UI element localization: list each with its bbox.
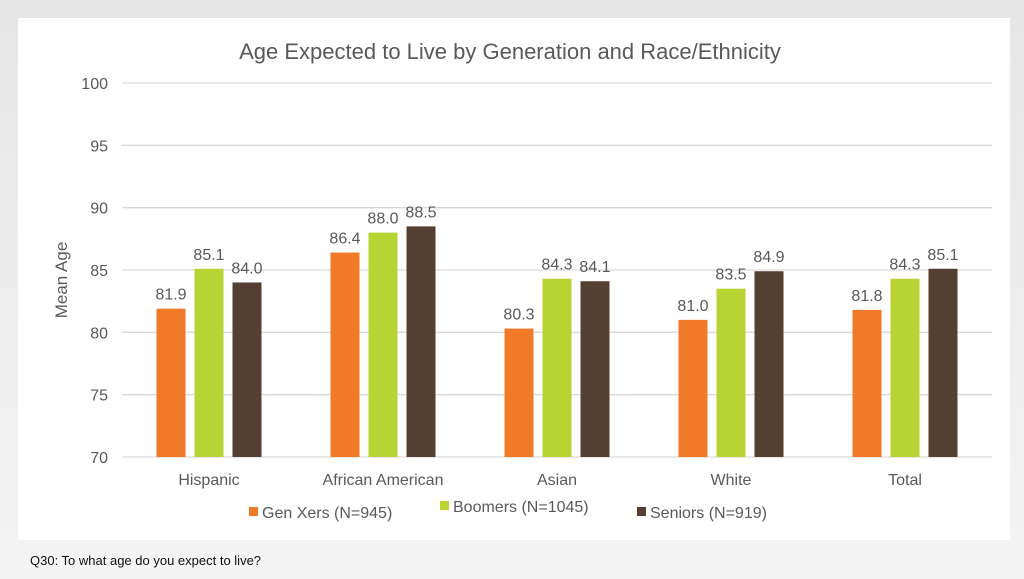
legend-item: Gen Xers (N=945) — [249, 505, 392, 522]
bar — [330, 252, 360, 457]
chart-title: Age Expected to Live by Generation and R… — [239, 39, 781, 64]
y-axis-ticks: 70 75 80 85 90 95 100 — [81, 76, 108, 467]
bar — [928, 268, 958, 457]
legend-swatch — [440, 501, 449, 510]
data-label: 84.3 — [889, 257, 920, 274]
legend-item: Seniors (N=919) — [637, 505, 767, 522]
y-axis-label: Mean Age — [52, 242, 71, 319]
y-tick-label: 70 — [90, 450, 108, 467]
x-tick-label: White — [711, 472, 752, 489]
y-tick-label: 100 — [81, 76, 108, 93]
bar — [232, 282, 262, 457]
y-tick-label: 80 — [90, 325, 108, 342]
legend-label: Gen Xers (N=945) — [262, 505, 392, 522]
data-label: 86.4 — [329, 231, 360, 248]
y-tick-label: 95 — [90, 138, 108, 155]
x-axis-ticks: Hispanic African American Asian White Total — [178, 472, 922, 489]
bar — [542, 278, 572, 457]
legend-swatch — [249, 507, 258, 516]
bar — [852, 309, 882, 457]
data-label: 85.1 — [927, 247, 958, 264]
y-tick-label: 75 — [90, 388, 108, 405]
bar — [194, 268, 224, 457]
data-label: 84.3 — [541, 257, 572, 274]
bar — [368, 232, 398, 457]
bar — [678, 319, 708, 457]
legend-item: Boomers (N=1045) — [440, 499, 589, 516]
legend-label: Seniors (N=919) — [650, 505, 767, 522]
data-label: 84.9 — [753, 249, 784, 266]
data-label: 84.1 — [579, 259, 610, 276]
x-tick-label: African American — [323, 472, 444, 489]
bar — [406, 226, 436, 457]
bars — [156, 226, 958, 457]
bar — [754, 271, 784, 457]
bar — [156, 308, 186, 457]
data-labels: 81.9 85.1 84.0 86.4 88.0 88.5 80.3 84.3 84.1 81.0… — [155, 204, 958, 323]
footnote: Q30: To what age do you expect to live? — [30, 553, 262, 568]
legend-label: Boomers (N=1045) — [453, 499, 589, 516]
bar — [890, 278, 920, 457]
data-label: 83.5 — [715, 267, 746, 284]
bar — [504, 328, 534, 457]
legend-swatch — [637, 507, 646, 516]
data-label: 85.1 — [193, 247, 224, 264]
x-tick-label: Asian — [537, 472, 577, 489]
x-tick-label: Total — [888, 472, 922, 489]
bar — [580, 281, 610, 457]
data-label: 84.0 — [231, 260, 262, 277]
data-label: 80.3 — [503, 307, 534, 324]
y-tick-label: 90 — [90, 201, 108, 218]
data-label: 81.0 — [677, 298, 708, 315]
y-tick-label: 85 — [90, 263, 108, 280]
x-tick-label: Hispanic — [178, 472, 239, 489]
bar — [716, 288, 746, 457]
data-label: 81.8 — [851, 288, 882, 305]
data-label: 88.5 — [405, 204, 436, 221]
legend: Gen Xers (N=945) Boomers (N=1045) Seniors … — [249, 499, 767, 522]
data-label: 81.9 — [155, 287, 186, 304]
data-label: 88.0 — [367, 211, 398, 228]
